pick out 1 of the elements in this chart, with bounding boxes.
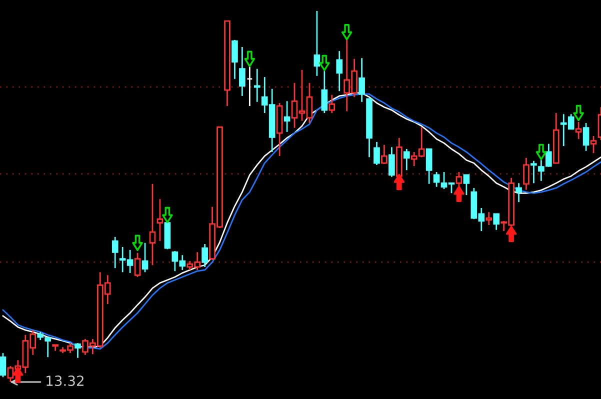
annotation: 13.32 bbox=[46, 376, 84, 386]
